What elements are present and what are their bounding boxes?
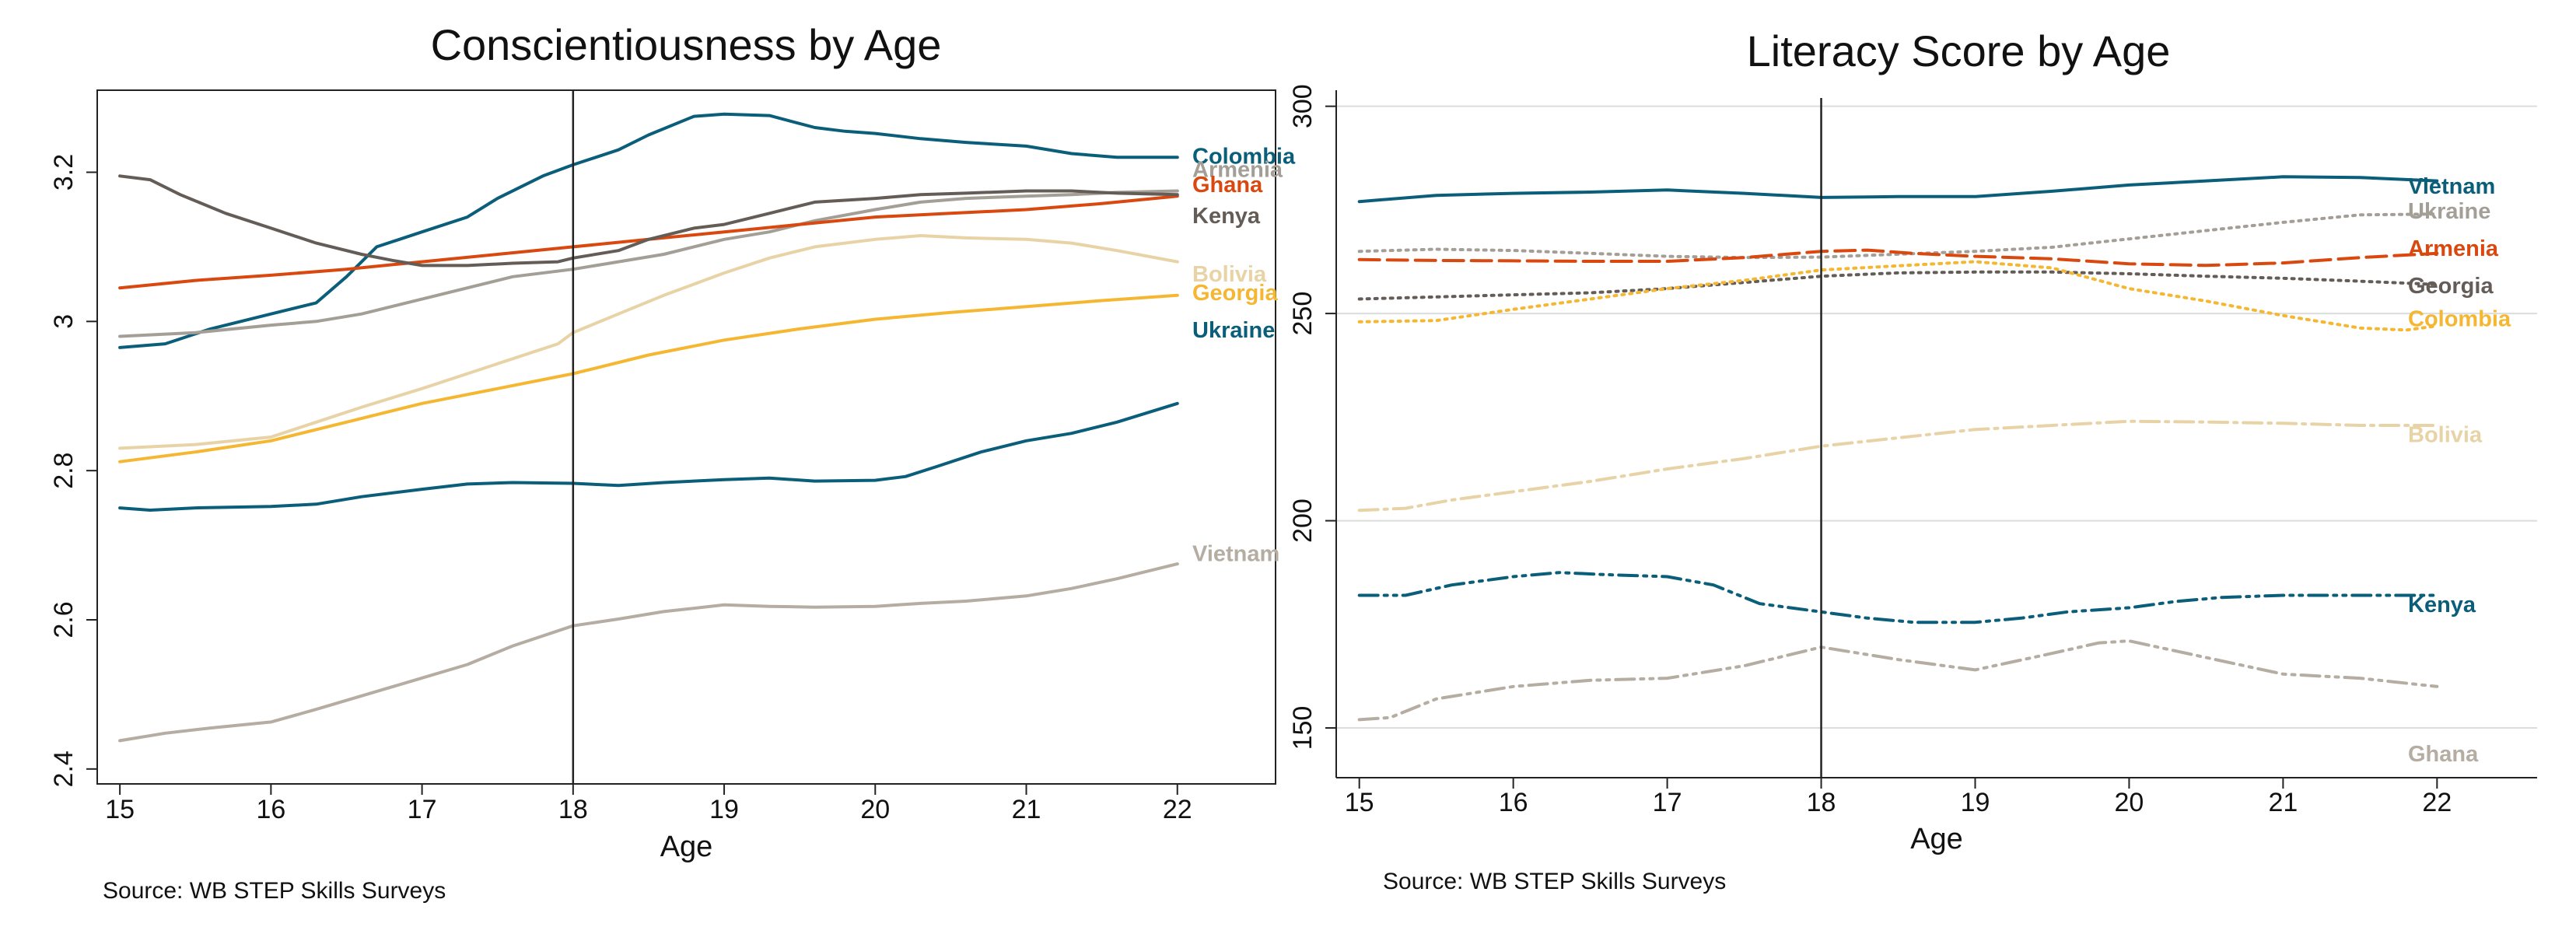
x-tick-label: 15 — [1345, 788, 1374, 817]
series-label-kenya: Kenya — [2408, 593, 2476, 617]
x-tick-label: 20 — [860, 795, 890, 824]
x-tick-label: 18 — [558, 795, 588, 824]
series-line-armenia — [118, 189, 1179, 338]
source-note: Source: WB STEP Skills Surveys — [1383, 869, 1726, 894]
series-line-ukraine — [1357, 212, 2439, 260]
series-line-kenya — [1357, 571, 2439, 624]
series-label-colombia: Colombia — [2408, 306, 2511, 331]
x-tick-label: 17 — [1653, 788, 1682, 817]
x-tick-label: 21 — [1012, 795, 1041, 824]
x-tick-label: 19 — [709, 795, 739, 824]
y-tick-label: 2.6 — [49, 601, 79, 638]
y-tick-label: 300 — [1288, 84, 1318, 128]
series-label-armenia: Armenia — [1192, 158, 1283, 183]
y-tick-label: 3.2 — [49, 154, 79, 191]
x-tick-label: 19 — [1961, 788, 1990, 817]
series-label-ghana: Ghana — [1192, 173, 1263, 198]
series-line-bolivia — [1357, 419, 2439, 512]
series-label-bolivia: Bolivia — [2408, 423, 2483, 448]
plot-frame — [96, 89, 1276, 785]
series-label-ukraine: Ukraine — [1192, 318, 1275, 343]
chart-title: Conscientiousness by Age — [431, 20, 942, 69]
series-line-bolivia — [118, 234, 1179, 450]
y-tick-label: 3 — [49, 314, 79, 329]
x-tick-label: 15 — [105, 795, 135, 824]
series-line-colombia — [1357, 260, 2439, 332]
y-tick-label: 2.4 — [49, 750, 79, 787]
series-label-georgia: Georgia — [2408, 274, 2494, 299]
series-label-georgia: Georgia — [1192, 281, 1278, 306]
y-tick-label: 2.8 — [49, 453, 79, 489]
series-line-vietnam — [118, 562, 1179, 743]
series-label-colombia: Colombia — [1192, 144, 1296, 169]
x-tick-label: 18 — [1807, 788, 1836, 817]
series-line-ghana — [1357, 639, 2439, 722]
x-tick-label: 16 — [256, 795, 285, 824]
x-axis-label: Age — [660, 831, 713, 863]
series-line-armenia — [1357, 248, 2439, 268]
series-label-bolivia: Bolivia — [1192, 262, 1267, 287]
series-label-armenia: Armenia — [2408, 236, 2499, 261]
series-line-ukraine — [118, 401, 1179, 512]
series-line-georgia — [118, 293, 1179, 464]
x-tick-label: 22 — [2422, 788, 2452, 817]
x-tick-label: 20 — [2115, 788, 2144, 817]
series-label-ghana: Ghana — [2408, 742, 2479, 767]
x-tick-label: 22 — [1163, 795, 1192, 824]
chart-title: Literacy Score by Age — [1747, 26, 2171, 75]
series-label-vietnam: Vietnam — [2408, 174, 2495, 199]
series-label-kenya: Kenya — [1192, 204, 1261, 229]
x-tick-label: 17 — [408, 795, 437, 824]
y-tick-label: 150 — [1288, 706, 1318, 750]
source-note: Source: WB STEP Skills Surveys — [103, 878, 446, 904]
series-line-kenya — [118, 174, 1179, 268]
y-tick-label: 200 — [1288, 498, 1318, 543]
series-line-colombia — [118, 112, 1179, 349]
chart-panel-1: Conscientiousness by Age 15 16 17 18 19 20 21 22… — [49, 20, 1296, 904]
series-line-ghana — [118, 194, 1179, 290]
series-label-ukraine: Ukraine — [2408, 199, 2490, 224]
series-label-vietnam: Vietnam — [1192, 542, 1279, 567]
chart-panel-2: Literacy Score by Age 15 16 17 18 19 20 21 22 150… — [1288, 26, 2537, 894]
x-tick-label: 21 — [2268, 788, 2298, 817]
x-tick-label: 16 — [1499, 788, 1528, 817]
series-line-vietnam — [1357, 175, 2439, 204]
series-line-georgia — [1357, 270, 2439, 301]
x-axis-label: Age — [1910, 823, 1963, 855]
y-tick-label: 250 — [1288, 292, 1318, 336]
